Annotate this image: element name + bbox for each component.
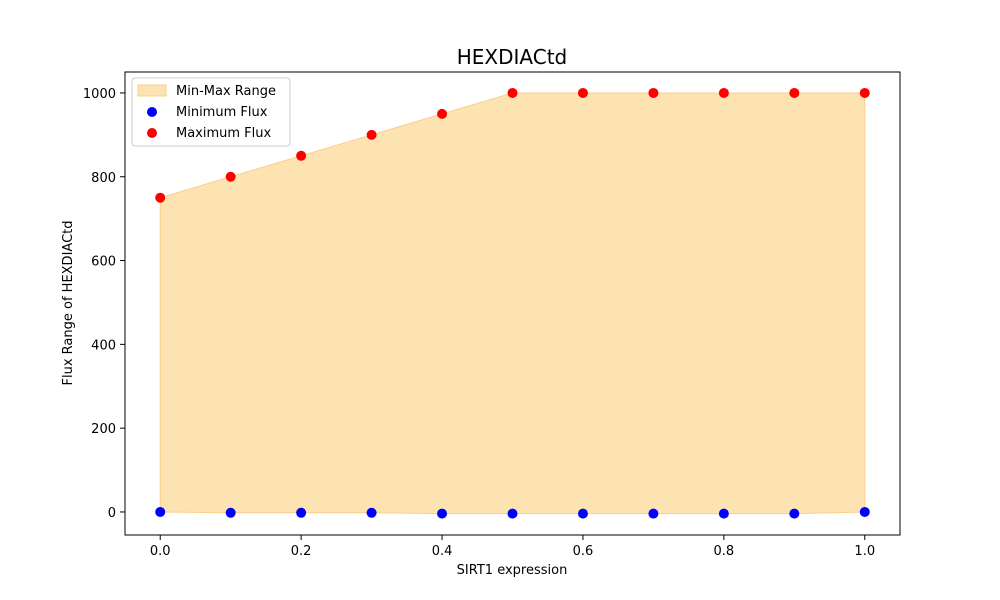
legend-box <box>131 77 291 147</box>
x-tick-label: 0.0 <box>150 544 171 559</box>
minimum-flux-point <box>789 508 800 519</box>
minimum-flux-points <box>155 506 870 519</box>
legend: Min-Max Range Minimum Flux Maximum Flux <box>131 77 291 147</box>
legend-minimum-flux-marker <box>147 107 157 117</box>
x-tick-label: 0.8 <box>714 544 735 559</box>
y-tick-label: 1000 <box>83 87 116 102</box>
minimum-flux-point <box>648 508 659 519</box>
axes-frame <box>124 71 901 536</box>
y-tick-label: 600 <box>91 255 116 270</box>
maximum-flux-point <box>507 87 518 98</box>
maximum-flux-point <box>296 150 307 161</box>
plot-area <box>124 71 901 536</box>
legend-min-max-swatch <box>137 84 167 97</box>
y-tick-label: 800 <box>91 171 116 186</box>
maximum-flux-point <box>577 87 588 98</box>
y-tick-label: 0 <box>108 506 116 521</box>
maximum-flux-point <box>789 87 800 98</box>
legend-min-max-label: Min-Max Range <box>176 84 276 99</box>
maximum-flux-point <box>859 87 870 98</box>
minimum-flux-point <box>577 508 588 519</box>
x-tick-label: 0.4 <box>432 544 453 559</box>
minimum-flux-point <box>366 507 377 518</box>
minimum-flux-point <box>718 508 729 519</box>
legend-minimum-flux-label: Minimum Flux <box>176 105 268 120</box>
y-tick-label: 200 <box>91 422 116 437</box>
maximum-flux-point <box>155 192 166 203</box>
y-axis-ticks: 0 200 400 600 800 1000 <box>83 87 125 521</box>
maximum-flux-point <box>437 108 448 119</box>
maximum-flux-point <box>366 129 377 140</box>
maximum-flux-points <box>155 87 870 203</box>
maximum-flux-point <box>648 87 659 98</box>
min-max-range-fill <box>159 92 866 515</box>
legend-maximum-flux-label: Maximum Flux <box>176 126 272 141</box>
y-tick-label: 400 <box>91 338 116 353</box>
minimum-flux-point <box>296 507 307 518</box>
x-tick-label: 0.2 <box>291 544 312 559</box>
minimum-flux-point <box>225 507 236 518</box>
x-tick-label: 1.0 <box>854 544 875 559</box>
chart-title: HEXDIACtd <box>457 45 568 69</box>
x-axis-label: SIRT1 expression <box>457 563 568 578</box>
minimum-flux-point <box>859 506 870 517</box>
maximum-flux-point <box>225 171 236 182</box>
minimum-flux-point <box>507 508 518 519</box>
legend-maximum-flux-marker <box>147 128 157 138</box>
minimum-flux-point <box>155 506 166 517</box>
y-axis-label: Flux Range of HEXDIACtd <box>61 221 76 386</box>
minimum-flux-point <box>437 508 448 519</box>
x-tick-label: 0.6 <box>573 544 594 559</box>
x-axis-ticks: 0.0 0.2 0.4 0.6 0.8 1.0 <box>150 535 875 559</box>
maximum-flux-point <box>718 87 729 98</box>
